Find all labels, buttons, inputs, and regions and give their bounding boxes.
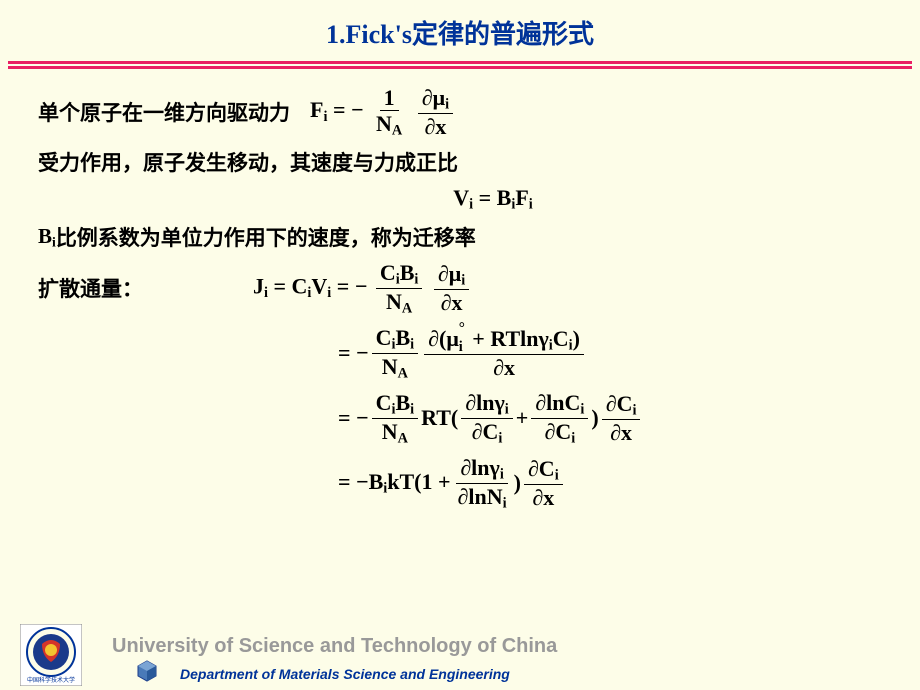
eq-force: Fi = − 1 NA ∂μi ∂x [310,85,456,139]
eq-continuation: = − CiBi NA ∂(μi° + RTlnγiCi) ∂x = − CiB… [338,325,888,512]
eq-flux-2: = − CiBi NA ∂(μi° + RTlnγiCi) ∂x [338,325,888,382]
svg-text:中国科学技术大学: 中国科学技术大学 [27,676,75,684]
slide-title: 1.Fick's定律的普遍形式 [0,0,920,61]
line-driving-force: 单个原子在一维方向驱动力 Fi = − 1 NA ∂μi ∂x [38,85,888,139]
text-driving-force: 单个原子在一维方向驱动力 [38,97,290,127]
eq-flux-4: = −BikT(1 + ∂lnγi ∂lnNi ) ∂Ci ∂x [338,455,888,512]
text-flux: 扩散通量： [38,273,143,303]
text-velocity: 受力作用，原子发生移动，其速度与力成正比 [38,147,458,177]
line-flux: 扩散通量： Ji = CiVi = − CiBi NA ∂μi ∂x [38,260,888,317]
line-velocity-text: 受力作用，原子发生移动，其速度与力成正比 [38,147,888,177]
university-name: University of Science and Technology of … [112,635,557,658]
department-name: Department of Materials Science and Engi… [180,666,510,682]
footer: 中国科学技术大学 University of Science and Techn… [0,620,920,690]
divider-top [8,61,912,64]
eq-flux-3: = − CiBi NA RT( ∂lnγi ∂Ci + ∂lnCi ∂Ci ) … [338,390,888,447]
eq-flux-1: Ji = CiVi = − CiBi NA ∂μi ∂x [253,260,472,317]
text-mobility: 比例系数为单位力作用下的速度，称为迁移率 [56,222,476,252]
cube-icon [134,658,160,684]
university-logo-icon: 中国科学技术大学 [20,624,82,686]
line-mobility: Bi比例系数为单位力作用下的速度，称为迁移率 [38,222,888,252]
content-area: 单个原子在一维方向驱动力 Fi = − 1 NA ∂μi ∂x 受力作用，原子发… [0,69,920,512]
eq-velocity: Vi = BiFi [98,185,888,214]
